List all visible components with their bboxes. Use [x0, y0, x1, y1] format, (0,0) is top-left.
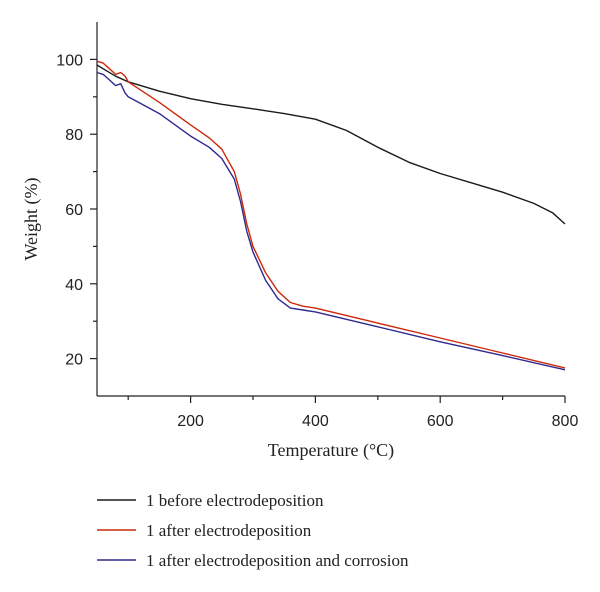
legend-label-2: 1 after electrodeposition	[146, 521, 312, 540]
y-axis-title: Weight (%)	[21, 177, 42, 260]
x-axis-title: Temperature (°C)	[268, 440, 394, 461]
axes	[96, 22, 565, 397]
y-tick-label: 20	[65, 352, 83, 369]
series-group	[96, 60, 566, 371]
legend-label-3: 1 after electrodeposition and corrosion	[146, 551, 409, 570]
y-tick-label: 80	[65, 127, 83, 144]
y-tick-label: 40	[65, 277, 83, 294]
series-line-2	[96, 60, 566, 369]
y-tick-label: 100	[56, 52, 83, 69]
ticks: 200 400 600 800 20 40 60 80 100	[56, 52, 578, 430]
x-tick-label: 800	[552, 413, 579, 430]
series-line-1	[96, 64, 566, 225]
series-line-3	[96, 71, 566, 371]
x-tick-label: 200	[177, 413, 204, 430]
x-tick-label: 600	[427, 413, 454, 430]
legend-label-1: 1 before electrodeposition	[146, 491, 324, 510]
legend: 1 before electrodeposition 1 after electr…	[97, 491, 409, 570]
x-tick-label: 400	[302, 413, 329, 430]
y-tick-label: 60	[65, 202, 83, 219]
